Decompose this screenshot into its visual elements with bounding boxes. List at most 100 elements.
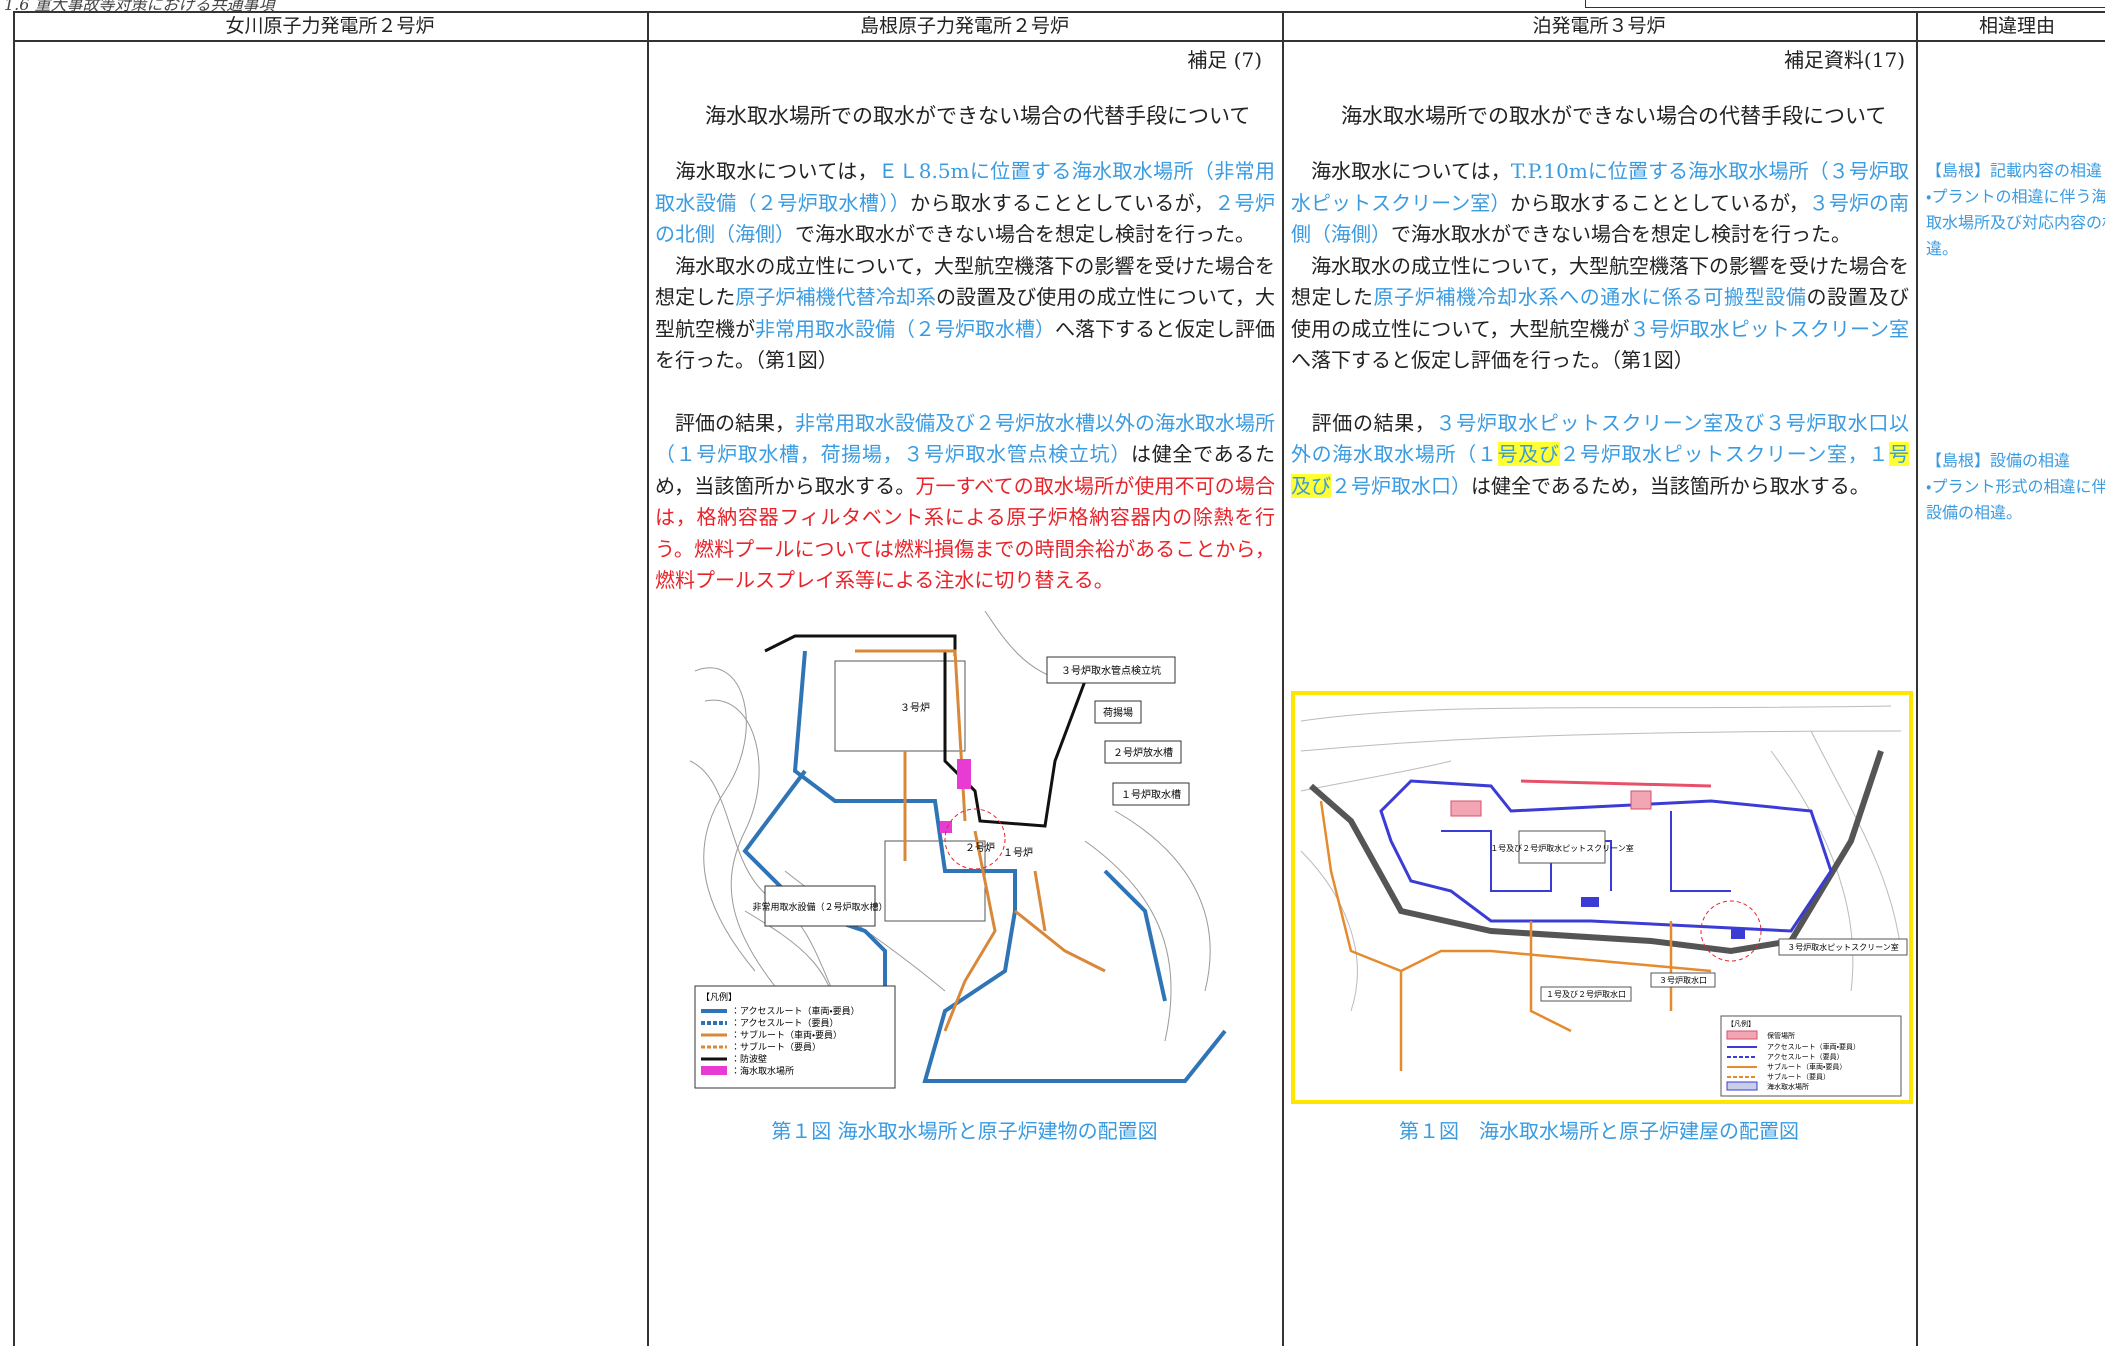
legend-entry: ：サブルート（車両・要員） [731,1029,842,1041]
storage-area [1450,790,1652,817]
label-box [1540,986,1632,1002]
map-label: １号炉 [1003,847,1033,859]
legend-entry: アクセスルート（要員） [1767,1053,1844,1061]
access-route [1441,811,1731,892]
label-box [1650,972,1716,988]
text-run: 海水取水の成立性について，大型航空機落下の影響を受けた場合を想定した [655,253,1275,310]
section-heading: 海水取水場所での取水ができない場合の代替手段について [705,104,1251,128]
legend-entry: ：海水取水場所 [731,1065,794,1077]
text-run: 海水取水については， [1291,159,1511,183]
table-rule [647,11,649,1346]
label-box [1046,656,1176,684]
text-run: 【島根】記載内容の相違 [1926,161,2103,180]
map-label: ２号炉 [965,842,995,854]
text-run: 海水取水については， [655,159,879,183]
map-label: １号及び２号炉取水ピットスクリーン室 [1490,843,1634,853]
note-line: 【島根】記載内容の相違 [1926,158,2105,184]
map-label: ３号炉 [900,702,930,714]
map-label: ３号炉取水口 [1659,975,1707,985]
reason-note: 【島根】設備の相違・プラント形式の相違に伴う設備の相違。 [1926,448,2105,526]
map-label: 非常用取水設備（２号炉取水槽） [752,901,887,913]
note-line: ・プラントの相違に伴う海水取水場所及び対応内容の相違。 [1926,184,2105,262]
paragraph: 評価の結果，３号炉取水ピットスクリーン室及び３号炉取水口以外の海水取水場所（１号… [1291,408,1910,503]
table-rule [13,11,15,1346]
text-run: から取水することとしているが， [910,190,1215,215]
legend-title: 【凡例】 [1727,1019,1755,1028]
text-run: ３号炉の南側（海側） [1291,190,1910,247]
text-run: 原子炉補機代替冷却系 [735,285,936,309]
page-box [1585,0,2105,8]
reference-label: 補足資料(17) [1783,48,1905,72]
text-run: で海水取水ができない場合を想定し検討を行った。 [795,222,1255,246]
column-header: 島根原子力発電所２号炉 [859,15,1069,37]
paragraph: 評価の結果，非常用取水設備及び２号炉放水槽以外の海水取水場所（１号炉取水槽，荷揚… [655,408,1275,597]
text-run: 評価の結果， [1291,410,1436,435]
map-label: ２号炉放水槽 [1113,746,1173,759]
text-run: 非常用取水設備（２号炉取水槽） [755,316,1055,341]
legend-entry: サブルート（車両・要員） [1767,1062,1846,1071]
running-title: 1.6 重大事故等対策における共通事項 [4,0,275,14]
paragraph: 海水取水については，ＥＬ8.5mに位置する海水取水場所（非常用取水設備（２号炉取… [655,156,1275,251]
layout-map: １号及び２号炉取水ピットスクリーン室 ３号炉取水ピットスクリーン室 ３号炉取水口… [1291,691,1913,1104]
label-box [1112,782,1190,806]
paragraph: 海水取水の成立性について，大型航空機落下の影響を受けた場合を想定した原子炉補機冷… [1291,251,1909,377]
legend-entry: ：アクセスルート（車両・要員） [731,1005,860,1017]
breakwater [764,634,1087,828]
text-run: 【島根】設備の相違 [1926,451,2071,470]
body-text: 海水取水については，ＥＬ8.5mに位置する海水取水場所（非常用取水設備（２号炉取… [655,156,1275,597]
body-text: 海水取水については，T.P.10mに位置する海水取水場所（３号炉取水ピットスクリ… [1291,156,1910,503]
note-line: 【島根】設備の相違 [1926,448,2105,474]
impact-circle [1700,900,1762,962]
legend-entry: ：サブルート（要員） [731,1041,821,1053]
column-header: 相違理由 [1978,15,2055,37]
text-run: ２号炉取水ピットスクリーン室，１ [1559,442,1890,466]
table-rule [13,11,2105,13]
text-run: 海水取水の成立性について，大型航空機落下の影響を受けた場合を想定した [1291,253,1909,310]
label-box [764,885,876,927]
terrain-contours [1300,705,1902,1012]
map-label: 荷揚場 [1103,706,1133,719]
access-route-highlight [1520,779,1712,788]
text-run: へ落下すると仮定し評価を行った。（第1図） [1291,348,1694,372]
legend-entry: 保管場所 [1767,1031,1795,1040]
text-run: は健全であるため，当該箇所から取水する。 [655,442,1275,498]
label-box [1778,938,1908,956]
label-box [1094,700,1142,724]
text-run: 非常用取水設備及び２号炉放水槽以外の海水取水場所（１号炉取水槽，荷揚場，３号炉取… [655,410,1275,467]
column-header: 女川原子力発電所２号炉 [225,15,435,37]
legend-title: 【凡例】 [701,991,737,1003]
text-run: の設置及び使用の成立性について，大型航空機が [655,285,1276,341]
impact-circle [944,808,1006,870]
section-heading: 海水取水場所での取水ができない場合の代替手段について [1341,104,1887,128]
text-run: ２号炉の北側（海側） [655,190,1276,247]
legend-box [694,985,896,1089]
text-run: 万一すべての取水場所が使用不可の場合は，格納容器フィルタベント系による原子炉格納… [655,473,1275,593]
figure-caption: 第１図 海水取水場所と原子炉建屋の配置図 [1399,1119,1799,1143]
text-run: T.P.10mに位置する海水取水場所（３号炉取水ピットスクリーン室） [1291,159,1909,215]
text-run: 号及び [1497,442,1560,466]
legend-entry: ：防波壁 [731,1053,767,1065]
intake-location [957,759,971,789]
table-rule [1916,11,1918,1346]
map-label: １号炉取水槽 [1121,788,1181,801]
text-run: の設置及び使用の成立性について，大型航空機が [1291,285,1910,341]
paragraph: 海水取水については，T.P.10mに位置する海水取水場所（３号炉取水ピットスクリ… [1291,156,1909,251]
text-run: ・プラントの相違に伴う海水取水場所及び対応内容の相違。 [1926,187,2105,258]
text-run: ３号炉取水ピットスクリーン室 [1629,316,1910,341]
column-header: 泊発電所３号炉 [1532,15,1666,37]
table-rule [13,40,2105,42]
paragraph: 海水取水の成立性について，大型航空機落下の影響を受けた場合を想定した原子炉補機代… [655,251,1275,377]
text-run: ・プラント形式の相違に伴う設備の相違。 [1926,477,2105,522]
legend-entry: サブルート（要員） [1767,1072,1830,1081]
map-label: ３号炉取水ピットスクリーン室 [1787,942,1899,952]
map-label: ３号炉取水管点検立坑 [1061,664,1161,677]
text-run: から取水することとしているが， [1510,190,1809,215]
text-run: 原子炉補機冷却水系への通水に係る可搬型設備 [1373,285,1807,309]
legend-swatches [701,1009,727,1075]
legend-entry: 海水取水場所 [1767,1082,1809,1091]
text-run: へ落下すると仮定し評価を行った。（第1図） [655,316,1275,373]
intake-location [940,821,952,833]
access-route [1379,779,1833,933]
text-run: は健全であるため，当該箇所から取水する。 [1471,473,1870,498]
